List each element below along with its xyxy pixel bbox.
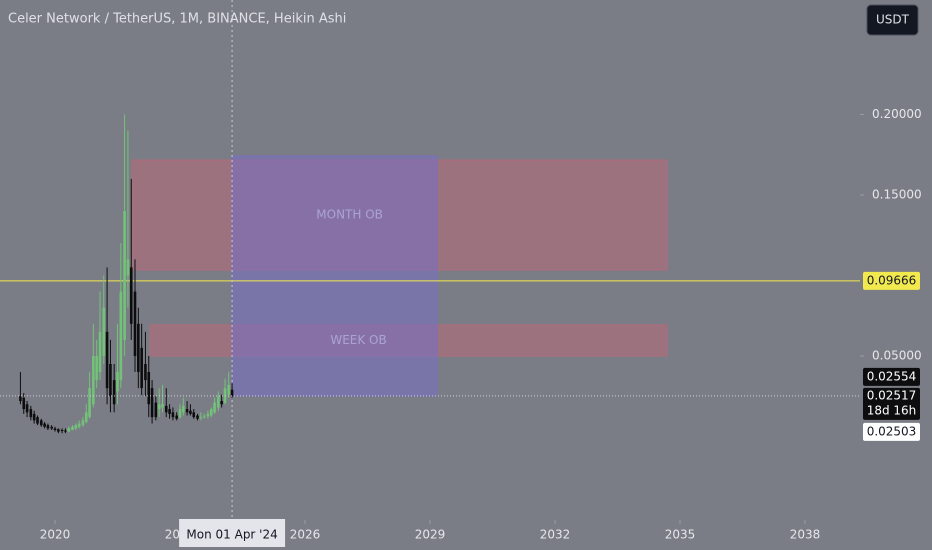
chart-title: Celer Network / TetherUS, 1M, BINANCE, H… [8,12,346,27]
candle-body [175,415,178,419]
candle-body [123,211,126,340]
candle-body [92,355,95,405]
candle-body [81,420,85,426]
candle-body [213,402,216,413]
price-tag [863,367,920,386]
candle-body [32,413,36,421]
currency-button[interactable] [866,4,919,36]
candle-body [53,428,57,431]
candle-body [161,404,164,408]
price-tag [863,422,920,441]
candle-body [98,331,102,373]
candle-body [182,405,185,413]
candle-body [171,412,175,418]
candle-body [105,331,109,389]
candle-body [189,410,192,414]
candle-body [116,372,119,392]
candle-body [199,417,203,419]
candle-body [39,420,43,426]
candle-body [84,412,88,422]
candle-body [223,388,227,403]
candle-body [144,364,147,381]
crosshair-label: Mon 01 Apr '24 [186,528,277,542]
x-tick-label: 2026 [290,528,321,542]
candle-body [60,430,64,432]
candle-body [36,417,39,424]
candle-body [150,388,154,418]
candle-body [109,364,112,397]
zone [231,155,438,397]
candle-body [217,396,220,408]
price-tag [863,387,920,420]
candle-body [112,380,116,405]
candle-body [206,413,210,417]
price-tag-label: 0.02503 [867,424,917,438]
candle-body [137,323,140,373]
candle-body [119,291,123,381]
candle-body [71,426,74,431]
candle-body [185,409,189,413]
candle-body [25,404,29,413]
crosshair-tag [179,519,286,547]
candle-body [46,425,50,429]
candle-body [50,426,53,429]
x-tick-label: 2035 [665,528,696,542]
candle-body [154,402,158,418]
y-tick-label: 0.15000 [872,187,922,201]
candle-body [102,307,106,356]
candle-body [192,412,196,418]
y-tick-label: 0.20000 [872,107,922,121]
candle-body [157,404,161,410]
candle-body [57,429,60,432]
candle-body [77,423,81,427]
candle-body [202,416,206,418]
candle-body [227,384,231,395]
countdown: 18d 16h [867,403,917,417]
candle-body [95,355,98,381]
y-tick-label: 0.05000 [872,348,922,362]
candle-body [164,405,168,413]
price-tag-label: 0.09666 [867,273,917,287]
price-tag-label: 0.02517 [867,388,917,402]
x-tick-label: 2029 [415,528,446,542]
currency-label[interactable]: USDT [876,13,910,27]
candle-body [43,423,46,427]
candle-body [22,397,26,410]
x-tick-label: 2020 [40,528,71,542]
candle-body [209,409,213,416]
candle-body [67,428,71,432]
candle-body [88,388,91,418]
candle-body [196,415,199,419]
candle-body [19,396,22,402]
x-tick-label: 2038 [790,528,821,542]
x-tick-label: 2032 [540,528,571,542]
candle-body [129,267,133,324]
price-tag-label: 0.02554 [867,369,917,383]
candle-body [133,291,137,356]
candle-body [64,430,67,432]
candle-body [168,409,171,414]
candle-body [147,372,151,405]
price-tag [863,271,920,290]
candle-body [140,347,143,389]
candle-body [74,425,78,429]
candle-body [178,409,182,418]
candle-body [230,389,234,397]
candle-body [126,259,130,276]
candle-body [29,409,33,418]
candle-body [220,401,223,405]
